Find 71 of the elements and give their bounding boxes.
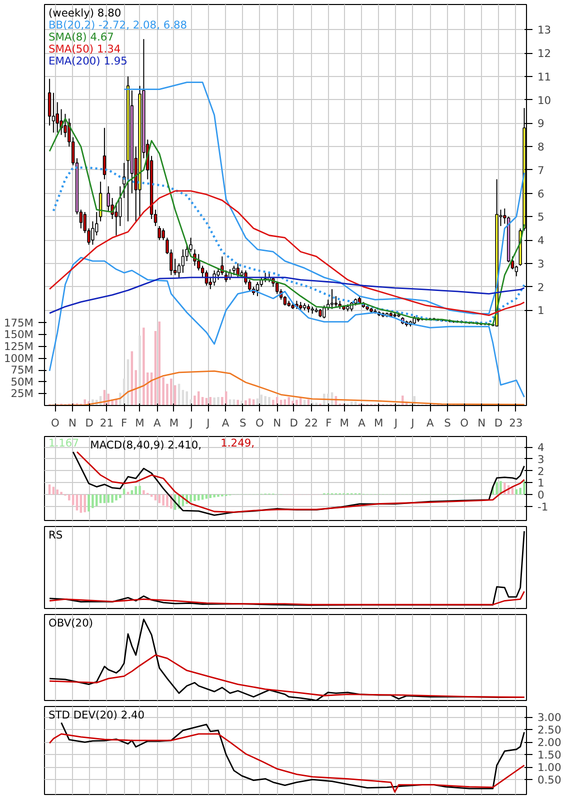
text: RS: [48, 528, 63, 542]
x-tick-label: D: [85, 416, 94, 430]
x-tick-label: J: [188, 416, 193, 430]
x-tick-label: O: [256, 416, 264, 430]
x-tick-label: O: [50, 416, 60, 430]
text: 1.167: [48, 436, 79, 450]
x-tick-label: D: [290, 416, 298, 430]
y2-tick-label: 125M: [4, 340, 34, 354]
x-tick-label: J: [206, 416, 210, 430]
y-tick-label: 6: [538, 187, 544, 200]
y-tick-label: 9: [538, 117, 544, 130]
y-tick-label: 0.50: [538, 774, 562, 787]
x-tick-label: O: [460, 416, 468, 430]
text: SMA(50) 1.34: [48, 42, 121, 56]
series-label: MACD(8,40,9) 2.410,: [90, 438, 202, 452]
x-tick-label: M: [340, 416, 349, 430]
x-tick-label: M: [135, 416, 144, 430]
x-tick-label: 22: [304, 416, 318, 430]
x-tick-label: S: [240, 416, 247, 430]
x-tick-label: J: [410, 416, 414, 430]
y-tick-label: 1: [538, 476, 544, 490]
y2-tick-label: 50M: [10, 375, 34, 388]
text: BB(20,2) -2.72, 2.08, 6.88: [48, 18, 188, 32]
y2-tick-label: 175M: [4, 316, 34, 330]
x-tick-label: N: [478, 416, 486, 430]
x-tick-label: S: [444, 416, 452, 430]
y-tick-label: 7: [538, 164, 544, 177]
y-tick-label: -1: [538, 500, 548, 514]
y-tick-label: 10: [538, 94, 552, 107]
y-tick-label: 3: [538, 452, 544, 466]
x-tick-label: 21: [100, 416, 114, 430]
y-tick-label: 4: [538, 441, 544, 454]
x-tick-label: J: [393, 416, 398, 430]
y-tick-label: 5: [538, 210, 544, 224]
y-tick-label: 4: [538, 234, 544, 248]
x-tick-label: 23: [509, 416, 523, 430]
y-tick-label: 3.00: [538, 711, 562, 724]
x-tick-label: A: [426, 416, 434, 430]
x-tick-label: F: [121, 416, 128, 430]
y-tick-label: 12: [538, 47, 552, 60]
y2-tick-label: 25M: [10, 387, 34, 400]
y2-tick-label: 150M: [4, 328, 34, 342]
x-tick-label: M: [169, 416, 179, 430]
x-tick-label: M: [374, 416, 384, 430]
x-tick-label: F: [326, 416, 332, 430]
y-tick-label: 1.50: [538, 748, 562, 762]
text: OBV(20): [48, 616, 94, 630]
y-tick-label: 3: [538, 257, 544, 270]
x-tick-label: N: [68, 416, 77, 430]
x-tick-label: A: [154, 416, 162, 430]
y-tick-label: 2: [538, 280, 544, 294]
y-tick-label: 2.00: [538, 736, 562, 750]
y-tick-label: 2.50: [538, 724, 562, 737]
y2-tick-label: 100M: [4, 352, 34, 365]
y2-tick-label: 75M: [10, 364, 34, 377]
y-tick-label: 1: [538, 304, 544, 318]
text: EMA(200) 1.95: [48, 54, 128, 68]
x-tick-label: A: [358, 416, 366, 430]
y-tick-label: 8: [538, 140, 544, 154]
text: 1.249,: [220, 436, 255, 450]
y-tick-label: 13: [538, 24, 552, 37]
x-tick-label: D: [494, 416, 503, 430]
text: SMA(8) 4.67: [48, 30, 114, 44]
x-tick-label: N: [273, 416, 282, 430]
y-tick-label: 1.00: [538, 761, 562, 774]
y-tick-label: 2: [538, 464, 544, 478]
y-tick-label: 11: [538, 70, 552, 84]
chart-title: (weekly) 8.80: [48, 6, 122, 20]
x-tick-label: A: [222, 416, 230, 430]
series-label: STD DEV(20) 2.40: [48, 708, 145, 722]
y-tick-label: 0: [538, 488, 544, 502]
